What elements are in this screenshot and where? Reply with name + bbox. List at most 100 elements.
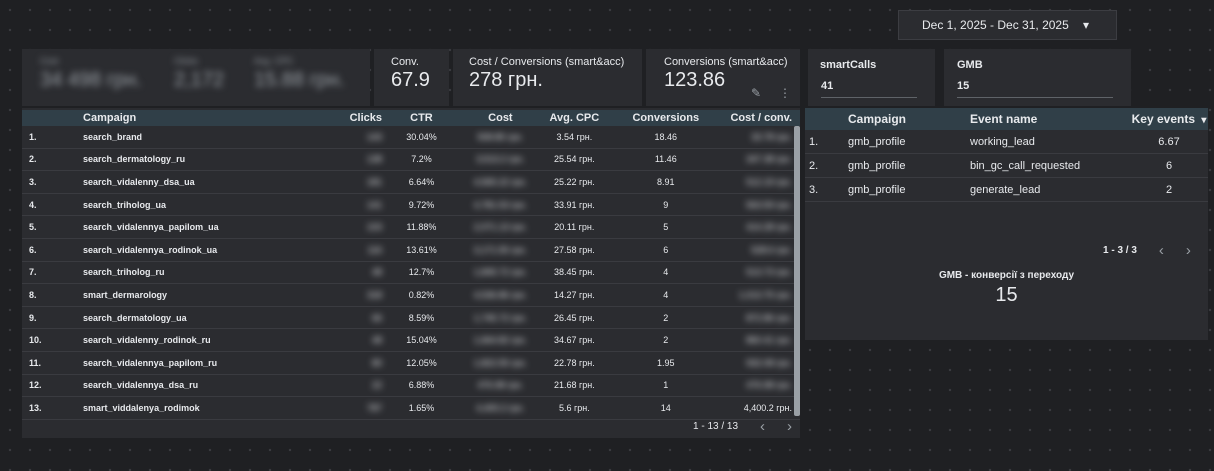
conversions-cell: 2 [608, 306, 723, 330]
chevron-left-icon[interactable]: ‹ [1158, 242, 1164, 259]
cost-per-conv-cell: 476.98 грн. [722, 374, 800, 398]
header-cost-per-conv[interactable]: Cost / conv. [722, 110, 800, 126]
conversions-cell: 2 [608, 328, 723, 352]
header-conversions[interactable]: Conversions [608, 110, 723, 126]
row-index: 1. [805, 130, 848, 154]
conversions-cell: 1 [608, 374, 723, 398]
campaign-cell: search_dermatology_ua [83, 306, 311, 330]
ctr-cell: 7.2% [382, 148, 461, 172]
conversions-cell: 6 [608, 238, 723, 262]
more-icon[interactable]: ⋮ [779, 86, 791, 100]
header-campaign[interactable]: Campaign [83, 110, 311, 126]
table-row[interactable]: 1. search_brand 143 30.04% 508.85 грн. 3.54 г… [22, 126, 800, 149]
clicks-cell: 138 [310, 148, 383, 172]
conv-label: Conv. [391, 56, 419, 68]
divider [957, 97, 1113, 98]
table-header-row: Campaign Event name Key events ▾ [805, 108, 1208, 130]
cost-per-conv-cell: 1,013.75 грн. [722, 283, 800, 307]
header-cost[interactable]: Cost [460, 110, 540, 126]
chevron-left-icon[interactable]: ‹ [760, 418, 766, 435]
avg-cpc-cell: 33.91 грн. [539, 193, 609, 217]
chevron-down-icon[interactable]: ▾ [1082, 18, 1089, 32]
conversions-label: Conversions (smart&acc) [664, 56, 788, 68]
table-row[interactable]: 9. search_dermatology_ua 66 8.59% 1,745.72 г… [22, 306, 800, 330]
sort-desc-icon[interactable]: ▾ [1201, 115, 1207, 126]
row-index: 8. [22, 283, 84, 307]
gmb-label: GMB [957, 59, 983, 71]
campaign-cell: gmb_profile [848, 130, 970, 154]
table-row[interactable]: 5. search_vidalennya_papilom_ua 103 11.88% 2… [22, 215, 800, 239]
cost-per-conv-cell: 872.86 грн. [722, 306, 800, 330]
cost-per-conv-cell: 860.41 грн. [722, 328, 800, 352]
header-campaign[interactable]: Campaign [848, 108, 970, 130]
row-index: 2. [22, 148, 84, 172]
table-row[interactable]: 2. search_dermatology_ru 138 7.2% 3,513.2 гр… [22, 148, 800, 172]
header-event-name[interactable]: Event name [970, 108, 1130, 130]
table-row[interactable]: 3. search_vidalenny_dsa_ua 181 6.64% 4,565.2… [22, 170, 800, 194]
clicks-cell: 80 [310, 351, 383, 375]
edit-icon[interactable]: ✎ [751, 86, 762, 100]
conv-value: 67.9 [391, 69, 430, 91]
cost-cell: 1,845.72 грн. [460, 261, 540, 285]
cost-cell: 3,171.55 грн. [460, 238, 540, 262]
table-row[interactable]: 2. gmb_profile bin_gc_call_requested 6 [805, 153, 1208, 178]
table-scrollbar[interactable] [794, 126, 800, 416]
table-row[interactable]: 3. gmb_profile generate_lead 2 [805, 177, 1208, 202]
row-index: 3. [22, 170, 84, 194]
ctr-cell: 9.72% [382, 193, 461, 217]
table-row[interactable]: 10. search_vidalenny_rodinok_ru 48 15.04% 1,… [22, 328, 800, 352]
campaign-cell: search_triholog_ua [83, 193, 311, 217]
cost-cell: 1,745.72 грн. [460, 306, 540, 330]
conversions-cell: 8.91 [608, 170, 723, 194]
clicks-cell: 318 [310, 283, 383, 307]
conversions-cell: 18.46 [608, 126, 723, 149]
campaign-cell: search_vidalennya_dsa_ru [83, 374, 311, 398]
chevron-right-icon[interactable]: › [787, 418, 793, 435]
ctr-cell: 8.59% [382, 306, 461, 330]
chevron-right-icon[interactable]: › [1185, 242, 1191, 259]
cost-cell: 4,400.2 грн. [460, 396, 540, 420]
table-row[interactable]: 7. search_triholog_ru 48 12.7% 1,845.72 грн.… [22, 261, 800, 285]
campaign-cell: gmb_profile [848, 153, 970, 178]
table-row[interactable]: 1. gmb_profile working_lead 6.67 [805, 130, 1208, 154]
date-range-picker[interactable]: Dec 1, 2025 - Dec 31, 2025 ▾ [898, 10, 1117, 40]
pagination-label: 1 - 3 / 3 [1103, 245, 1137, 256]
cost-per-conv-cell: 414.28 грн. [722, 215, 800, 239]
clicks-cell: 48 [310, 328, 383, 352]
header-avg-cpc[interactable]: Avg. CPC [539, 110, 609, 126]
header-ctr[interactable]: CTR [382, 110, 461, 126]
cost-cell: 4,565.22 грн. [460, 170, 540, 194]
table-row[interactable]: 8. smart_dermarology 318 0.82% 4,536.86 грн.… [22, 283, 800, 307]
row-index: 13. [22, 396, 84, 420]
table-row[interactable]: 4. search_triholog_ua 141 9.72% 4,781.53 грн… [22, 193, 800, 217]
ctr-cell: 11.88% [382, 215, 461, 239]
cost-cell: 1,664.82 грн. [460, 328, 540, 352]
cost-label: Cost [40, 56, 59, 66]
table-row[interactable]: 12. search_vidalennya_dsa_ru 22 6.88% 476.98… [22, 374, 800, 398]
table-row[interactable]: 13. smart_viddalenya_rodimok 787 1.65% 4,400… [22, 396, 800, 420]
avg-cpc-cell: 5.6 грн. [539, 396, 609, 420]
clicks-value: 2,172 [174, 69, 225, 91]
conversions-cell: 5 [608, 215, 723, 239]
avg-cpc-cell: 25.22 грн. [539, 170, 609, 194]
conversions-value: 123.86 [664, 69, 726, 91]
cost-value: 34 498 грн. [40, 69, 142, 91]
cost-cell: 4,781.53 грн. [460, 193, 540, 217]
header-clicks[interactable]: Clicks [310, 110, 383, 126]
campaign-cell: gmb_profile [848, 177, 970, 202]
table-row[interactable]: 6. search_vidalennya_rodinok_ua 116 13.61% 3… [22, 238, 800, 262]
avg-cpc-cell: 25.54 грн. [539, 148, 609, 172]
avg-cpc-cell: 20.11 грн. [539, 215, 609, 239]
avg-cpc-label: Avg. CPC [254, 56, 294, 66]
avg-cpc-cell: 34.67 грн. [539, 328, 609, 352]
clicks-cell: 143 [310, 126, 383, 149]
row-index: 6. [22, 238, 84, 262]
cost-cell: 2,071.13 грн. [460, 215, 540, 239]
table-row[interactable]: 11. search_vidalennya_papilom_ru 80 12.05% 1… [22, 351, 800, 375]
header-key-events[interactable]: Key events ▾ [1130, 108, 1208, 130]
cost-per-conv-cell: 513.73 грн. [722, 261, 800, 285]
avg-cpc-cell: 3.54 грн. [539, 126, 609, 149]
avg-cpc-cell: 14.27 грн. [539, 283, 609, 307]
clicks-cell: 48 [310, 261, 383, 285]
row-index: 4. [22, 193, 84, 217]
